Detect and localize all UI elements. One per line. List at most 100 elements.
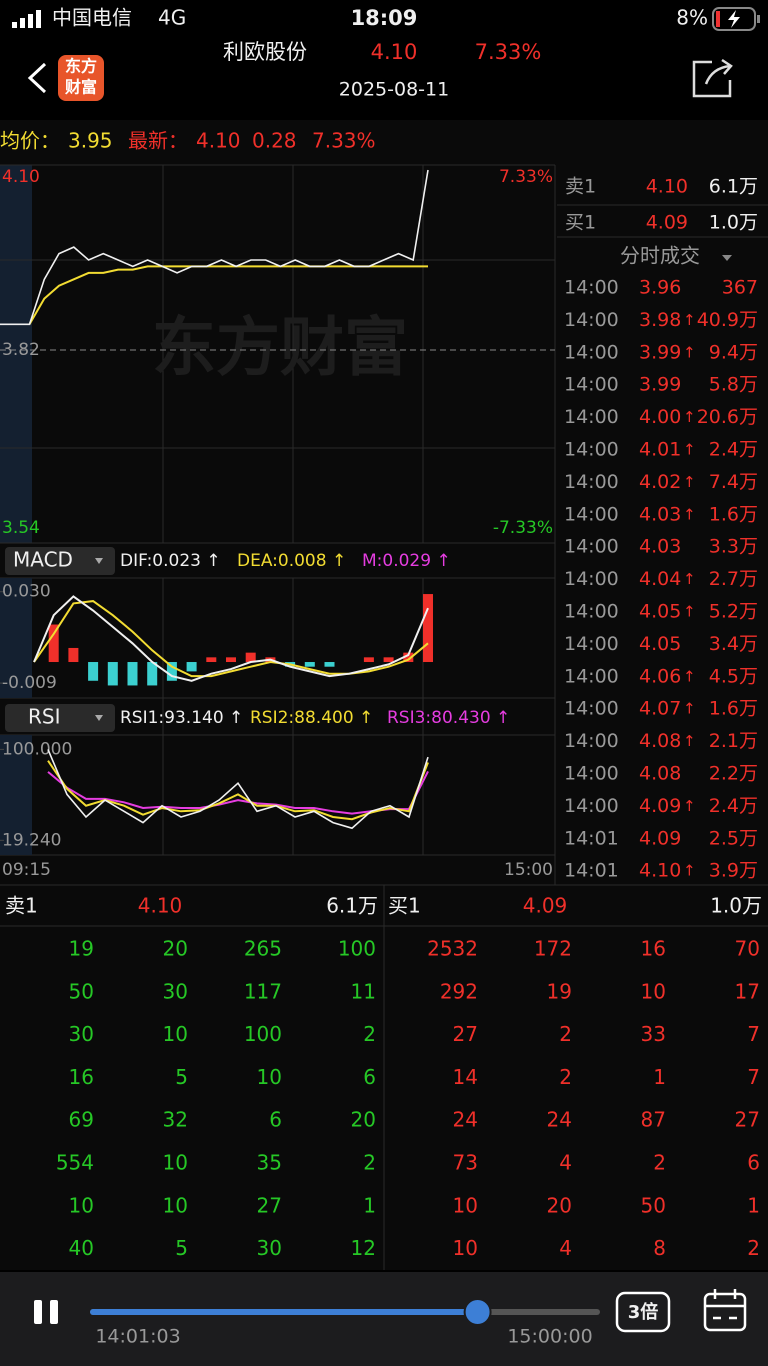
dropdown-arrow[interactable] — [722, 255, 732, 261]
progress-knob[interactable] — [463, 1298, 492, 1326]
trade-direction: ↑ — [683, 311, 696, 329]
trade-time: 14:00 — [564, 406, 619, 428]
macd-bar — [48, 624, 59, 663]
sell-lot: 6 — [269, 1108, 282, 1132]
buy-lot: 10 — [641, 979, 666, 1003]
buy-lot: 7 — [747, 1022, 760, 1046]
book-volume: 6.1万 — [326, 894, 378, 918]
buy-lot: 50 — [641, 1193, 666, 1217]
book-price: 4.09 — [523, 894, 568, 918]
buy-lot: 7 — [747, 1065, 760, 1089]
trade-volume: 4.5万 — [709, 665, 758, 687]
rsi-dropdown[interactable] — [5, 704, 115, 732]
battery-icon — [712, 7, 760, 31]
sell-lot: 6 — [363, 1065, 376, 1089]
sell-lot: 2 — [363, 1151, 376, 1175]
progress-fill — [90, 1309, 478, 1315]
x-tick-label: 09:15 — [2, 860, 51, 880]
trade-price: 4.08 — [639, 730, 681, 752]
share-button[interactable] — [692, 58, 733, 98]
trade-volume: 2.5万 — [709, 827, 758, 849]
sell-lot: 265 — [244, 937, 282, 961]
y-tick-label: 4.10 — [2, 167, 40, 187]
sell-lot: 10 — [257, 1065, 282, 1089]
sell-lot: 5 — [175, 1236, 188, 1260]
trade-direction: ↑ — [683, 473, 696, 491]
network: 4G — [158, 6, 186, 30]
y-tick-label: -0.009 — [2, 673, 57, 693]
buy-lot: 33 — [641, 1022, 666, 1046]
buy-lot: 70 — [735, 937, 760, 961]
back-button[interactable] — [27, 62, 47, 94]
buy-lot: 6 — [747, 1151, 760, 1175]
buy-lot: 27 — [453, 1022, 478, 1046]
current-time: 14:01:03 — [95, 1326, 180, 1348]
macd-bar — [383, 657, 394, 663]
macd-bar — [88, 662, 99, 681]
trade-volume: 2.4万 — [709, 795, 758, 817]
trade-direction: ↑ — [683, 343, 696, 361]
sell-lot: 16 — [69, 1065, 94, 1089]
buy-lot: 8 — [653, 1236, 666, 1260]
pause-button[interactable] — [34, 1300, 58, 1324]
rsi2-line — [47, 760, 429, 821]
sell-lot: 554 — [56, 1151, 94, 1175]
sell-lot: 100 — [338, 937, 376, 961]
trade-volume: 7.4万 — [709, 471, 758, 493]
macd-bar — [68, 647, 79, 663]
trade-volume: 2.4万 — [709, 439, 758, 461]
premarket-shade — [0, 735, 32, 855]
macd-bar — [423, 594, 433, 663]
trade-time: 14:00 — [564, 439, 619, 461]
stock-change: 7.33% — [475, 40, 542, 64]
trade-time: 14:00 — [564, 471, 619, 493]
buy-lot: 2 — [559, 1022, 572, 1046]
trade-volume: 2.1万 — [709, 730, 758, 752]
sell-lot: 12 — [351, 1236, 376, 1260]
quote-label: 买1 — [565, 212, 596, 234]
trade-price: 4.05 — [639, 601, 681, 623]
sell-lot: 100 — [244, 1022, 282, 1046]
macd-bar — [226, 657, 236, 663]
speed-label: 3倍 — [628, 1301, 659, 1323]
buy-lot: 2 — [747, 1236, 760, 1260]
sell-lot: 1 — [363, 1193, 376, 1217]
trade-volume: 3.3万 — [709, 536, 758, 558]
trade-price: 4.04 — [639, 568, 681, 590]
dropdown-arrow — [95, 715, 103, 721]
indicator-value: RSI3:80.430 ↑ — [387, 708, 510, 728]
buy-lot: 73 — [453, 1151, 478, 1175]
sell-lot: 117 — [244, 979, 282, 1003]
date: 2025-08-11 — [339, 79, 449, 101]
trade-price: 4.09 — [639, 827, 681, 849]
trade-direction: ↑ — [683, 700, 696, 718]
trade-volume: 3.4万 — [709, 633, 758, 655]
watermark: 东方财富 — [152, 312, 408, 386]
trade-time: 14:00 — [564, 341, 619, 363]
avg-value: 3.95 — [68, 129, 113, 153]
trade-volume: 2.2万 — [709, 763, 758, 785]
buy-lot: 24 — [453, 1108, 478, 1132]
calendar-button[interactable] — [703, 1289, 747, 1332]
buy-lot: 2 — [559, 1065, 572, 1089]
trade-price: 3.99 — [639, 374, 681, 396]
stock-price: 4.10 — [371, 40, 418, 64]
clock: 18:09 — [351, 6, 418, 30]
trade-price: 4.03 — [639, 536, 681, 558]
indicator-value: RSI2:88.400 ↑ — [250, 708, 373, 728]
battery-level: 8% — [676, 6, 708, 30]
trade-price: 4.01 — [639, 439, 681, 461]
indicator-value: DIF:0.023 ↑ — [120, 551, 221, 571]
sell-lot: 40 — [69, 1236, 94, 1260]
indicator-name: MACD — [13, 548, 73, 572]
dropdown-arrow — [95, 558, 103, 564]
speed-button[interactable] — [615, 1291, 671, 1333]
macd-bar — [403, 652, 414, 663]
rsi3-line — [47, 770, 429, 815]
macd-dropdown[interactable] — [5, 547, 115, 575]
macd-bar — [363, 657, 374, 663]
pct-label: 7.33% — [499, 167, 553, 187]
macd-bar — [127, 662, 138, 686]
change-pct: 7.33% — [312, 129, 376, 153]
sell-lot: 35 — [257, 1151, 282, 1175]
